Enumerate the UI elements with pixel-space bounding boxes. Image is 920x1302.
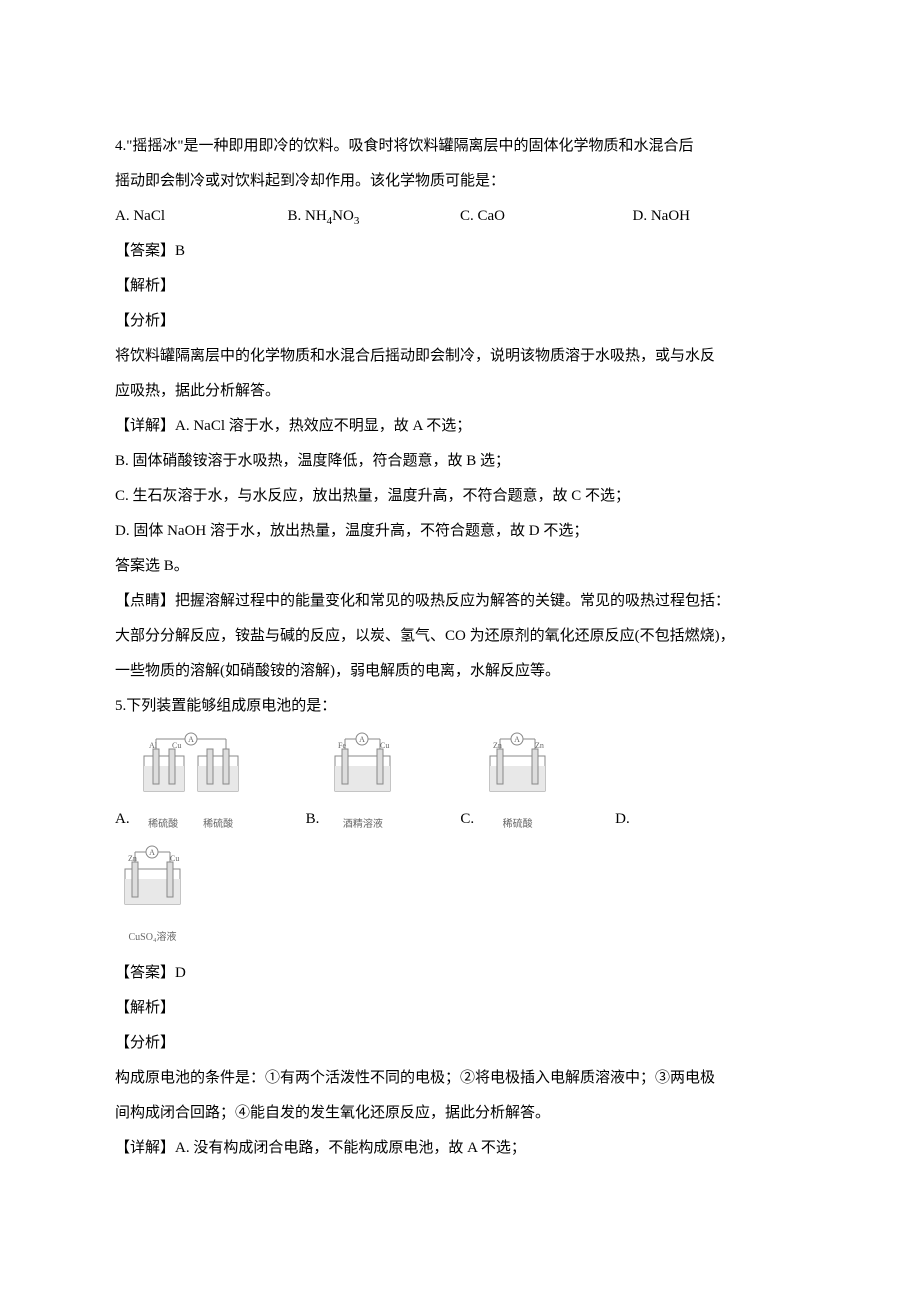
svg-text:Al: Al (149, 741, 158, 750)
q5-number: 5. (115, 698, 126, 714)
q5-diagram-row1: A. A Al Cu (115, 731, 805, 836)
beaker-b-wrapper: A Fe Cu 酒精溶液 (325, 731, 400, 836)
svg-text:Cu: Cu (380, 741, 389, 750)
q5-diagram-c: C. A Zn Zn 稀硫酸 (460, 731, 555, 836)
q4-opt-d: D. NaOH (633, 200, 806, 233)
beaker-a-wrapper: A Al Cu 稀硫酸 稀硫酸 (136, 731, 246, 836)
q5-analysis2: 间构成闭合回路；④能自发的发生氧化还原反应，据此分析解答。 (115, 1097, 805, 1130)
q4-analysis1: 将饮料罐隔离层中的化学物质和水混合后摇动即会制冷，说明该物质溶于水吸热，或与水反 (115, 340, 805, 373)
svg-text:Zn: Zn (535, 741, 544, 750)
svg-text:Cu: Cu (172, 741, 181, 750)
beaker-d-sol: CuSO₄溶液 (115, 927, 190, 949)
q4-opt-b: B. NH4NO3 (288, 200, 461, 233)
q5-line: 5.下列装置能够组成原电池的是： (115, 690, 805, 723)
svg-text:Zn: Zn (128, 854, 137, 863)
beaker-a-sol2: 稀硫酸 (191, 814, 246, 836)
q4-detail-a: 【详解】A. NaCl 溶于水，热效应不明显，故 A 不选； (115, 410, 805, 443)
q5-answer: 【答案】D (115, 957, 805, 990)
q4-opt-c: C. CaO (460, 200, 633, 233)
q4-number: 4. (115, 138, 126, 154)
q4-detail-d: D. 固体 NaOH 溶于水，放出热量，温度升高，不符合题意，故 D 不选； (115, 515, 805, 548)
q5-text: 下列装置能够组成原电池的是： (126, 698, 336, 714)
svg-text:Cu: Cu (170, 854, 179, 863)
q5-label-c: C. (460, 803, 474, 836)
beaker-a-sol1: 稀硫酸 (136, 814, 191, 836)
beaker-b-sol: 酒精溶液 (325, 814, 400, 836)
q4-analysis2: 应吸热，据此分析解答。 (115, 375, 805, 408)
q4-options: A. NaCl B. NH4NO3 C. CaO D. NaOH (115, 200, 805, 233)
q5-label-a: A. (115, 803, 130, 836)
svg-text:Zn: Zn (493, 741, 502, 750)
q4-b-prefix: B. NH (288, 208, 327, 224)
q5-diagram-row2: A Zn Cu CuSO₄溶液 (115, 844, 805, 949)
q5-diagram-a: A. A Al Cu (115, 731, 246, 836)
q4-line1: 4."摇摇冰"是一种即用即冷的饮料。吸食时将饮料罐隔离层中的固体化学物质和水混合… (115, 130, 805, 163)
q4-detail-b: B. 固体硝酸铵溶于水吸热，温度降低，符合题意，故 B 选； (115, 445, 805, 478)
q5-detail-a: 【详解】A. 没有构成闭合电路，不能构成原电池，故 A 不选； (115, 1132, 805, 1165)
q5-fenxi: 【分析】 (115, 1027, 805, 1060)
q5-diagram-b: B. A Fe Cu 酒精溶液 (306, 731, 401, 836)
q5-analysis1: 构成原电池的条件是：①有两个活泼性不同的电极；②将电极插入电解质溶液中；③两电极 (115, 1062, 805, 1095)
q5-jiexi: 【解析】 (115, 992, 805, 1025)
q4-text1: "摇摇冰"是一种即用即冷的饮料。吸食时将饮料罐隔离层中的固体化学物质和水混合后 (126, 138, 693, 154)
q4-b-sub2: 3 (354, 215, 360, 227)
q4-dianjing1: 【点睛】把握溶解过程中的能量变化和常见的吸热反应为解答的关键。常见的吸热过程包括… (115, 585, 805, 618)
q4-fenxi: 【分析】 (115, 305, 805, 338)
beaker-a-svg: A Al Cu (136, 731, 246, 801)
q5-label-d: D. (615, 803, 630, 836)
q4-b-mid: NO (332, 208, 354, 224)
beaker-b-svg: A Fe Cu (325, 731, 400, 801)
svg-text:Fe: Fe (338, 741, 346, 750)
svg-text:A: A (149, 848, 155, 857)
beaker-c-sol: 稀硫酸 (480, 814, 555, 836)
svg-text:A: A (188, 735, 194, 744)
svg-text:A: A (514, 735, 520, 744)
q4-line2: 摇动即会制冷或对饮料起到冷却作用。该化学物质可能是： (115, 165, 805, 198)
q4-opt-a: A. NaCl (115, 200, 288, 233)
beaker-c-svg: A Zn Zn (480, 731, 555, 801)
beaker-c-wrapper: A Zn Zn 稀硫酸 (480, 731, 555, 836)
q4-dianjing3: 一些物质的溶解(如硝酸铵的溶解)，弱电解质的电离，水解反应等。 (115, 655, 805, 688)
q4-jiexi: 【解析】 (115, 270, 805, 303)
q5-diagram-d-label: D. (615, 803, 636, 836)
beaker-d-svg: A Zn Cu (115, 844, 190, 914)
q4-answer: 【答案】B (115, 235, 805, 268)
q4-detail-c: C. 生石灰溶于水，与水反应，放出热量，温度升高，不符合题意，故 C 不选； (115, 480, 805, 513)
q4-dianjing2: 大部分分解反应，铵盐与碱的反应，以炭、氢气、CO 为还原剂的氧化还原反应(不包括… (115, 620, 805, 653)
q5-label-b: B. (306, 803, 320, 836)
q4-final: 答案选 B。 (115, 550, 805, 583)
beaker-d-wrapper: A Zn Cu CuSO₄溶液 (115, 844, 190, 949)
svg-text:A: A (359, 735, 365, 744)
